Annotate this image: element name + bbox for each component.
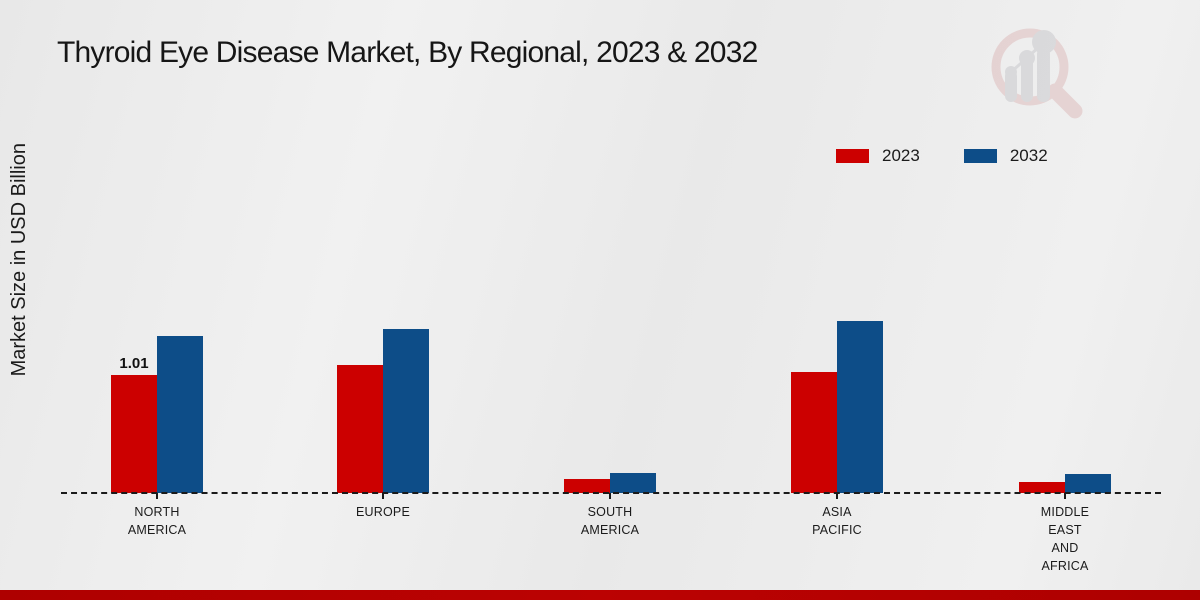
chart-title: Thyroid Eye Disease Market, By Regional,… — [57, 36, 758, 69]
legend-label-2032: 2032 — [1009, 146, 1048, 165]
x-axis-tick-south-america — [609, 493, 611, 499]
value-label-2023-north-america: 1.01 — [119, 355, 149, 373]
y-axis-label: Market Size in USD Billion — [7, 143, 30, 377]
x-axis-tick-asia-pacific — [836, 493, 838, 499]
x-axis-label-europe: EUROPE — [356, 505, 410, 519]
legend-swatch-2023 — [836, 149, 869, 163]
bar-2023-middle-east-and-africa — [1019, 482, 1065, 493]
bar-2032-europe — [383, 329, 429, 493]
x-axis-label-middle-east-and-africa: MIDDLE EAST AND AFRICA — [1040, 505, 1090, 573]
x-axis-baseline — [61, 492, 1161, 494]
legend-swatch-2032 — [963, 149, 997, 163]
bar-2032-middle-east-and-africa — [1065, 474, 1111, 493]
x-axis-label-north-america: NORTH AMERICA — [127, 505, 187, 537]
legend-item-2032: 2032 — [963, 146, 1048, 166]
x-axis-label-south-america: SOUTH AMERICA — [580, 505, 640, 537]
bottom-accent-bar — [0, 590, 1200, 600]
bar-2023-europe — [337, 364, 383, 493]
x-axis-tick-middle-east-and-africa — [1064, 493, 1066, 499]
x-axis-tick-europe — [382, 493, 384, 499]
bar-2023-asia-pacific — [791, 371, 837, 493]
bar-2032-north-america — [157, 336, 203, 493]
bar-2023-north-america — [111, 375, 157, 493]
bar-2032-south-america — [610, 473, 656, 493]
x-axis-label-asia-pacific: ASIA PACIFIC — [812, 505, 862, 537]
legend: 2023 2032 — [836, 146, 1048, 166]
x-axis-tick-north-america — [156, 493, 158, 499]
bar-chart-magnifier-watermark-icon — [991, 28, 1083, 119]
bar-2032-asia-pacific — [837, 321, 883, 493]
legend-label-2023: 2023 — [882, 146, 920, 165]
y-axis: Market Size in USD Billion — [2, 90, 36, 430]
bar-2023-south-america — [564, 478, 610, 493]
legend-item-2023: 2023 — [836, 146, 920, 166]
